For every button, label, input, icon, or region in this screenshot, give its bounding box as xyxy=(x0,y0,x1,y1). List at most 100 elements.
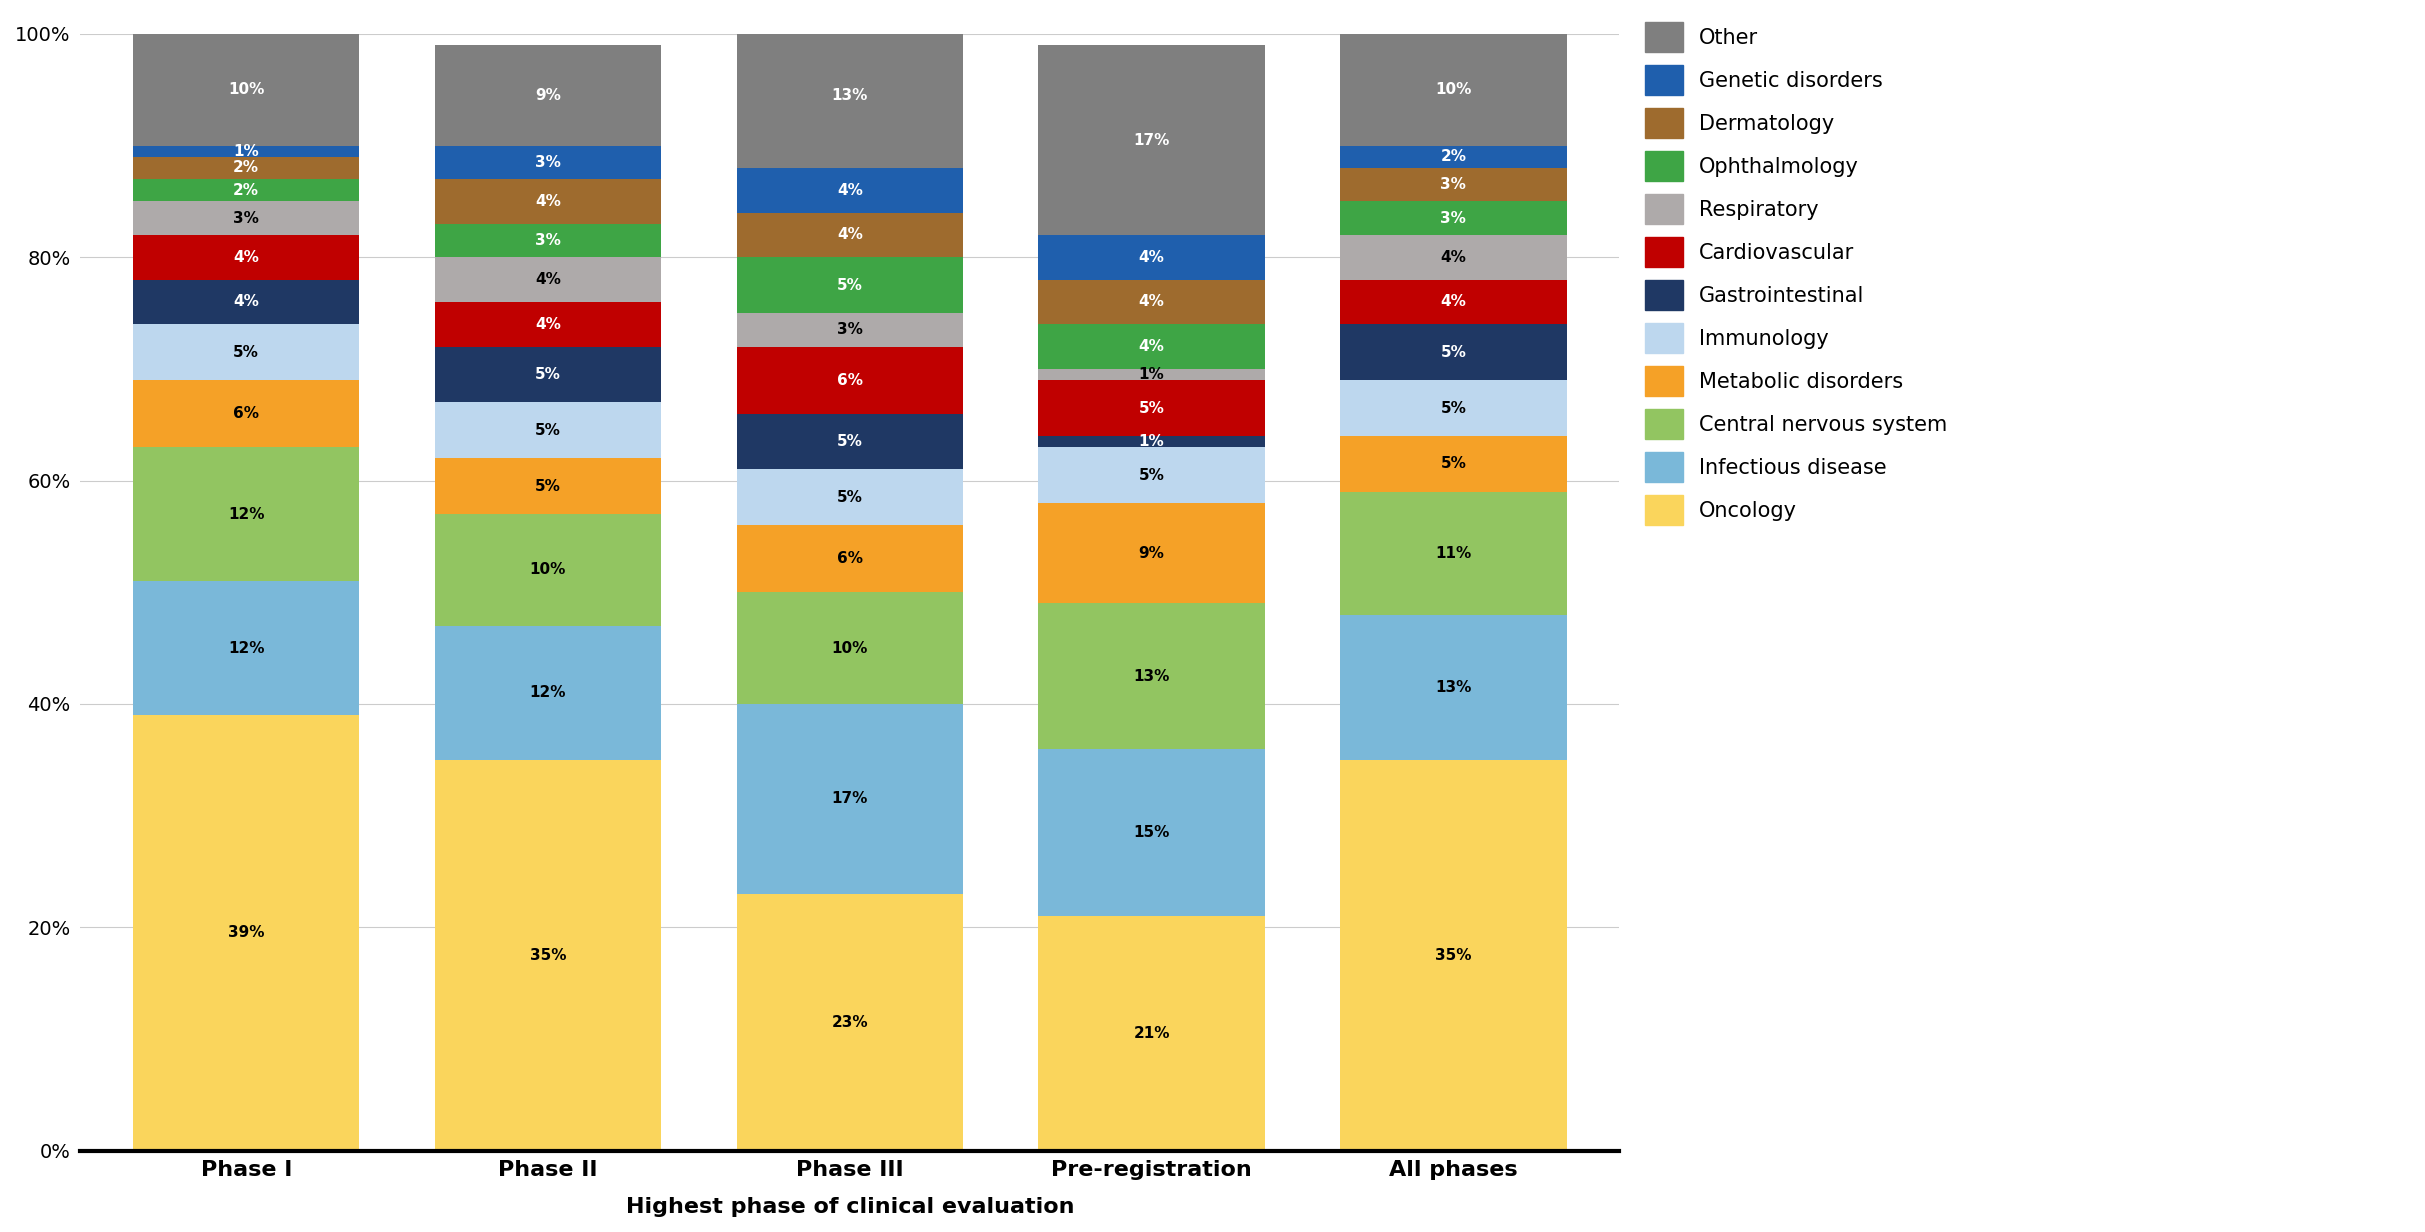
Bar xyxy=(133,202,359,235)
Text: 4%: 4% xyxy=(837,182,863,198)
Text: 4%: 4% xyxy=(233,250,259,265)
X-axis label: Highest phase of clinical evaluation: Highest phase of clinical evaluation xyxy=(626,1198,1074,1217)
Bar xyxy=(737,525,963,593)
Bar xyxy=(133,145,359,156)
Bar xyxy=(133,582,359,715)
Bar xyxy=(737,23,963,168)
Text: 17%: 17% xyxy=(1132,133,1169,148)
Bar xyxy=(1038,917,1266,1151)
Bar xyxy=(737,469,963,525)
Text: 1%: 1% xyxy=(1140,367,1164,382)
Bar xyxy=(1038,280,1266,324)
Text: 35%: 35% xyxy=(1436,947,1472,962)
Text: 5%: 5% xyxy=(1440,456,1467,472)
Text: 13%: 13% xyxy=(832,87,868,103)
Bar xyxy=(1038,749,1266,917)
Text: 4%: 4% xyxy=(1140,250,1164,265)
Bar xyxy=(133,280,359,324)
Bar xyxy=(133,179,359,202)
Text: 3%: 3% xyxy=(1440,177,1467,192)
Text: 3%: 3% xyxy=(837,323,863,338)
Text: 3%: 3% xyxy=(233,211,259,225)
Bar xyxy=(1038,381,1266,436)
Bar xyxy=(434,145,662,179)
Text: 6%: 6% xyxy=(837,551,863,567)
Bar xyxy=(434,179,662,224)
Legend: Other, Genetic disorders, Dermatology, Ophthalmology, Respiratory, Cardiovascula: Other, Genetic disorders, Dermatology, O… xyxy=(1634,11,1957,535)
Text: 5%: 5% xyxy=(1140,400,1164,415)
Text: 5%: 5% xyxy=(536,479,560,494)
Text: 4%: 4% xyxy=(1140,339,1164,354)
Bar xyxy=(434,626,662,760)
Text: 10%: 10% xyxy=(529,563,565,578)
Bar xyxy=(1341,34,1567,145)
Text: 2%: 2% xyxy=(233,182,259,198)
Bar xyxy=(737,703,963,893)
Text: 6%: 6% xyxy=(233,407,259,421)
Bar xyxy=(1341,324,1567,381)
Text: 4%: 4% xyxy=(536,317,560,331)
Bar xyxy=(737,414,963,469)
Bar xyxy=(737,168,963,213)
Bar xyxy=(737,593,963,703)
Text: 39%: 39% xyxy=(228,925,264,940)
Text: 10%: 10% xyxy=(228,83,264,97)
Text: 4%: 4% xyxy=(1140,294,1164,309)
Bar xyxy=(737,346,963,414)
Bar xyxy=(1038,447,1266,503)
Text: 5%: 5% xyxy=(1440,400,1467,415)
Bar xyxy=(133,381,359,447)
Bar xyxy=(1038,436,1266,447)
Text: 12%: 12% xyxy=(228,641,264,655)
Text: 5%: 5% xyxy=(233,345,259,360)
Bar xyxy=(434,514,662,626)
Text: 9%: 9% xyxy=(536,87,560,103)
Text: 5%: 5% xyxy=(837,434,863,448)
Text: 5%: 5% xyxy=(536,423,560,437)
Text: 4%: 4% xyxy=(837,228,863,243)
Bar xyxy=(434,403,662,458)
Bar xyxy=(434,760,662,1151)
Text: 5%: 5% xyxy=(1140,468,1164,483)
Bar xyxy=(434,458,662,514)
Text: 2%: 2% xyxy=(233,160,259,175)
Text: 5%: 5% xyxy=(1440,345,1467,360)
Text: 23%: 23% xyxy=(832,1015,868,1030)
Bar xyxy=(1341,615,1567,760)
Bar xyxy=(434,346,662,403)
Bar xyxy=(133,324,359,381)
Text: 1%: 1% xyxy=(233,144,259,159)
Bar xyxy=(737,313,963,346)
Bar xyxy=(1341,436,1567,492)
Bar xyxy=(1038,324,1266,368)
Text: 4%: 4% xyxy=(233,294,259,309)
Bar xyxy=(1341,381,1567,436)
Bar xyxy=(1038,604,1266,749)
Text: 12%: 12% xyxy=(228,506,264,521)
Text: 21%: 21% xyxy=(1132,1026,1169,1041)
Bar xyxy=(1341,492,1567,615)
Bar xyxy=(434,224,662,257)
Bar xyxy=(1341,235,1567,280)
Text: 4%: 4% xyxy=(536,272,560,287)
Text: 3%: 3% xyxy=(536,233,560,248)
Bar xyxy=(434,302,662,346)
Bar xyxy=(133,34,359,145)
Text: 15%: 15% xyxy=(1132,825,1169,840)
Bar xyxy=(1038,46,1266,235)
Text: 35%: 35% xyxy=(529,947,567,962)
Text: 2%: 2% xyxy=(1440,149,1467,164)
Bar xyxy=(1038,503,1266,604)
Bar xyxy=(434,46,662,145)
Text: 3%: 3% xyxy=(536,155,560,170)
Text: 6%: 6% xyxy=(837,372,863,388)
Text: 5%: 5% xyxy=(837,277,863,293)
Bar xyxy=(737,257,963,313)
Bar xyxy=(1341,202,1567,235)
Bar xyxy=(737,213,963,257)
Bar xyxy=(1341,280,1567,324)
Bar xyxy=(1038,235,1266,280)
Text: 3%: 3% xyxy=(1440,211,1467,225)
Text: 12%: 12% xyxy=(529,685,567,700)
Text: 17%: 17% xyxy=(832,791,868,807)
